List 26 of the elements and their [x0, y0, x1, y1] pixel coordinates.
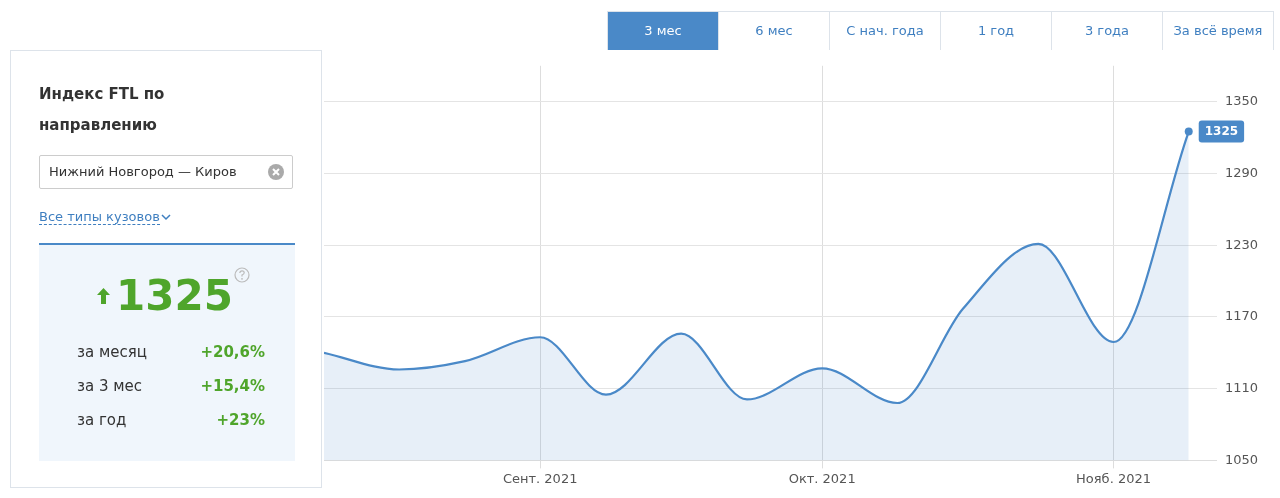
y-tick-label: 1110	[1224, 380, 1259, 396]
text: За всё время	[1162, 12, 1273, 50]
text: +15,4%	[200, 377, 265, 395]
text: за 3 мес	[77, 377, 143, 395]
x-tick-label: Нояб. 2021	[1076, 470, 1151, 486]
text: 6 мес	[718, 12, 829, 50]
text: 3 года	[1051, 12, 1162, 50]
text: 3 мес	[608, 12, 718, 50]
text: Индекс FTL по направлению	[39, 84, 166, 136]
text: +20,6%	[200, 343, 265, 361]
y-tick-label: 1350	[1224, 93, 1259, 109]
text: 1 год	[940, 12, 1051, 50]
text: за месяц	[77, 343, 147, 361]
y-tick-label: 1050	[1224, 451, 1259, 467]
text: 1325	[116, 271, 233, 320]
text: Все типы кузовов	[39, 209, 160, 225]
x-tick-label: Сент. 2021	[502, 470, 578, 486]
text: +23%	[216, 411, 265, 429]
y-tick-label: 1170	[1224, 308, 1259, 324]
y-tick-label: 1230	[1224, 236, 1259, 252]
y-tick-label: 1290	[1224, 164, 1259, 180]
text: за год	[77, 411, 127, 429]
text: С нач. года	[829, 12, 940, 50]
text: Нижний Новгород — Киров	[49, 164, 237, 179]
data-label: 1325	[1204, 123, 1239, 138]
x-tick-label: Окт. 2021	[788, 470, 856, 486]
